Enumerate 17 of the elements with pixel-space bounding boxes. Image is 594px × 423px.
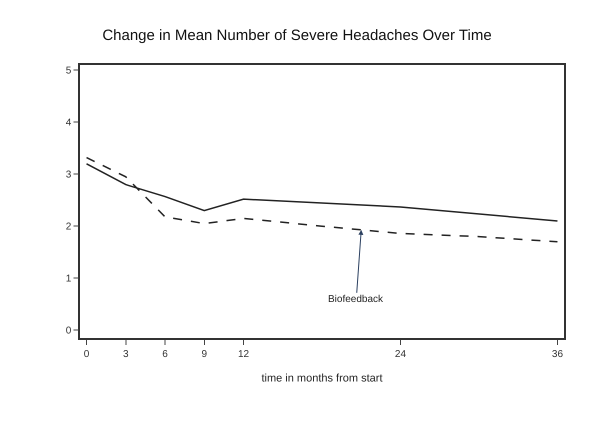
- y-tick-label: 2: [66, 222, 72, 233]
- y-tick-label: 5: [66, 66, 72, 77]
- x-tick-label: 12: [238, 348, 250, 360]
- x-tick-label: 9: [201, 348, 208, 360]
- x-tick-label: 24: [394, 348, 406, 360]
- y-tick-label: 4: [66, 118, 72, 129]
- x-tick-label: 6: [162, 348, 168, 360]
- x-tick-label: 36: [552, 348, 564, 360]
- y-tick-label: 0: [66, 326, 72, 337]
- annotation: Biofeedback: [328, 294, 384, 305]
- x-tick-label: 0: [84, 348, 90, 360]
- x-axis-title: time in months from start: [261, 372, 383, 384]
- y-tick-label: 3: [66, 170, 72, 181]
- y-tick-label: 1: [66, 274, 72, 285]
- line-series: [86, 156, 558, 243]
- chart-title: Change in Mean Number of Severe Headaches Over Time: [102, 27, 492, 44]
- x-tick-label: 3: [123, 348, 129, 360]
